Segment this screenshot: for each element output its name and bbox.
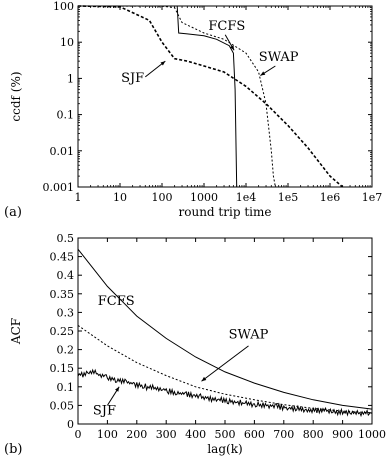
x-tick-label: 400 xyxy=(185,428,206,441)
y-tick-label: 0.05 xyxy=(50,399,75,412)
y-tick-label: 0.1 xyxy=(57,381,75,394)
series-line-fcfs xyxy=(78,5,238,188)
x-tick-label: 600 xyxy=(244,428,265,441)
annotation-arrowhead xyxy=(260,71,266,76)
ccdf-series xyxy=(77,5,344,188)
series-line-swap xyxy=(77,5,276,188)
x-tick-label: 100 xyxy=(152,191,173,204)
acf-panel: 0 100 200 300 400 500 600 700 800 900 1000 0 0.05 0.… xyxy=(4,232,386,457)
x-tick-label: 1e4 xyxy=(236,191,257,204)
annotation-label: SJF xyxy=(121,71,144,86)
x-tick-label: 1e5 xyxy=(278,191,299,204)
series-line-sjf xyxy=(77,5,344,188)
y-tick-label: 0.01 xyxy=(50,145,75,158)
y-tick-label: 0.4 xyxy=(57,269,75,282)
x-tick-label: 700 xyxy=(273,428,294,441)
ccdf-y-axis-label: ccdf (%) xyxy=(9,71,23,121)
x-tick-label: 10 xyxy=(113,191,127,204)
x-tick-label: 1000 xyxy=(358,428,386,441)
y-tick-label: 0.5 xyxy=(57,232,75,245)
acf-y-axis-label: ACF xyxy=(9,318,23,345)
y-tick-label: 0.35 xyxy=(50,288,75,301)
annotation-arrowhead xyxy=(201,376,207,382)
y-tick-label: 0.25 xyxy=(50,325,75,338)
y-tick-label: 0.1 xyxy=(57,109,75,122)
acf-series xyxy=(77,248,373,418)
panel-label-a: (a) xyxy=(4,205,22,220)
x-tick-label: 1000 xyxy=(190,191,218,204)
panel-label-b: (b) xyxy=(4,442,22,457)
acf-plot-frame xyxy=(77,237,373,425)
annotation-arrowhead xyxy=(160,61,166,66)
annotation-label: SJF xyxy=(93,404,116,419)
x-tick-label: 200 xyxy=(126,428,147,441)
y-tick-label: 0.2 xyxy=(57,344,75,357)
ccdf-y-ticks: 0.001 0.01 0.1 1 10 100 xyxy=(43,0,372,194)
x-tick-label: 1 xyxy=(75,191,82,204)
x-tick-label: 1e7 xyxy=(362,191,383,204)
y-tick-label: 0.001 xyxy=(43,181,75,194)
y-tick-label: 1 xyxy=(67,72,74,85)
annotation-label: SWAP xyxy=(259,50,299,65)
y-tick-label: 0.45 xyxy=(50,251,75,264)
acf-x-axis-label: lag(k) xyxy=(207,442,242,456)
y-tick-label: 0.15 xyxy=(50,362,75,375)
ccdf-x-axis-label: round trip time xyxy=(179,205,272,219)
acf-x-ticks: 0 100 200 300 400 500 600 700 800 900 1000 xyxy=(75,238,386,441)
x-tick-label: 500 xyxy=(215,428,236,441)
x-tick-label: 300 xyxy=(156,428,177,441)
y-tick-label: 0 xyxy=(67,418,74,431)
y-tick-label: 100 xyxy=(53,0,74,13)
x-tick-label: 0 xyxy=(75,428,82,441)
x-tick-label: 1e6 xyxy=(320,191,341,204)
series-line-sjf xyxy=(77,368,373,418)
ccdf-annotations: FCFS SWAP SJF xyxy=(121,19,299,86)
y-tick-label: 0.3 xyxy=(57,306,75,319)
x-tick-label: 900 xyxy=(332,428,353,441)
annotation-label: SWAP xyxy=(229,327,269,342)
annotation-arrowhead xyxy=(230,45,235,51)
x-tick-label: 100 xyxy=(97,428,118,441)
series-line-fcfs xyxy=(77,248,373,410)
y-tick-label: 10 xyxy=(60,36,74,49)
ccdf-x-ticks: 1 10 100 1000 1e4 1e5 1e6 1e7 xyxy=(75,6,383,204)
annotation-label: FCFS xyxy=(98,294,135,309)
acf-y-ticks: 0 0.05 0.1 0.15 0.2 0.25 0.3 0.35 0.4 0.45 0.5 xyxy=(50,232,372,431)
x-tick-label: 800 xyxy=(303,428,324,441)
ccdf-plot-frame xyxy=(77,5,373,188)
annotation-arrowhead xyxy=(115,386,120,392)
annotation-label: FCFS xyxy=(208,19,245,34)
series-line-swap xyxy=(77,324,373,414)
acf-annotations: FCFS SWAP SJF xyxy=(93,294,269,419)
annotation-arrow xyxy=(201,345,249,382)
ccdf-panel: 1 10 100 1000 1e4 1e5 1e6 1e7 0.001 0.01 0.1 1 10 10… xyxy=(4,0,382,220)
